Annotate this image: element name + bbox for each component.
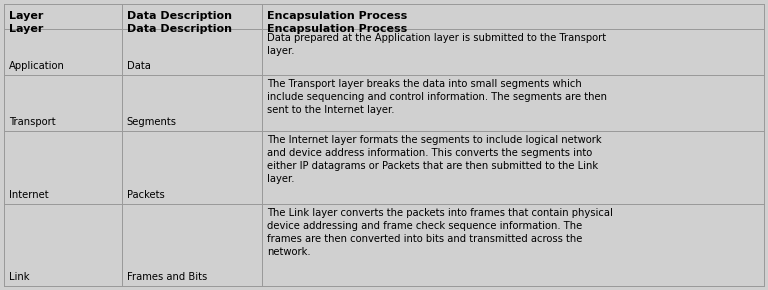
Text: Packets: Packets [127, 190, 164, 200]
Text: The Link layer converts the packets into frames that contain physical: The Link layer converts the packets into… [267, 208, 614, 218]
Text: Frames and Bits: Frames and Bits [127, 272, 207, 282]
Text: Application: Application [9, 61, 65, 71]
Text: include sequencing and control information. The segments are then: include sequencing and control informati… [267, 93, 607, 102]
Text: Encapsulation Process: Encapsulation Process [267, 12, 408, 21]
Text: Internet: Internet [9, 190, 48, 200]
Text: either IP datagrams or Packets that are then submitted to the Link: either IP datagrams or Packets that are … [267, 161, 598, 171]
Text: frames are then converted into bits and transmitted across the: frames are then converted into bits and … [267, 234, 583, 244]
Text: Encapsulation Process: Encapsulation Process [267, 24, 408, 34]
Text: Data prepared at the Application layer is submitted to the Transport: Data prepared at the Application layer i… [267, 33, 607, 43]
Bar [4, 75, 764, 131]
Text: sent to the Internet layer.: sent to the Internet layer. [267, 105, 395, 115]
Text: Link: Link [9, 272, 29, 282]
Text: Layer: Layer [9, 24, 43, 34]
Text: layer.: layer. [267, 174, 295, 184]
Text: Data Description: Data Description [127, 12, 232, 21]
Text: network.: network. [267, 247, 311, 257]
Text: Data Description: Data Description [127, 24, 232, 34]
Bar [4, 4, 764, 29]
Text: Layer: Layer [9, 12, 43, 21]
Bar [4, 204, 764, 286]
Text: Transport: Transport [9, 117, 55, 127]
Text: layer.: layer. [267, 46, 295, 56]
Text: Segments: Segments [127, 117, 177, 127]
Text: device addressing and frame check sequence information. The: device addressing and frame check sequen… [267, 221, 583, 231]
Bar [4, 131, 764, 204]
Text: The Internet layer formats the segments to include logical network: The Internet layer formats the segments … [267, 135, 602, 145]
Text: The Transport layer breaks the data into small segments which: The Transport layer breaks the data into… [267, 79, 582, 89]
Text: Data: Data [127, 61, 151, 71]
Bar [4, 29, 764, 75]
Text: and device address information. This converts the segments into: and device address information. This con… [267, 148, 593, 158]
